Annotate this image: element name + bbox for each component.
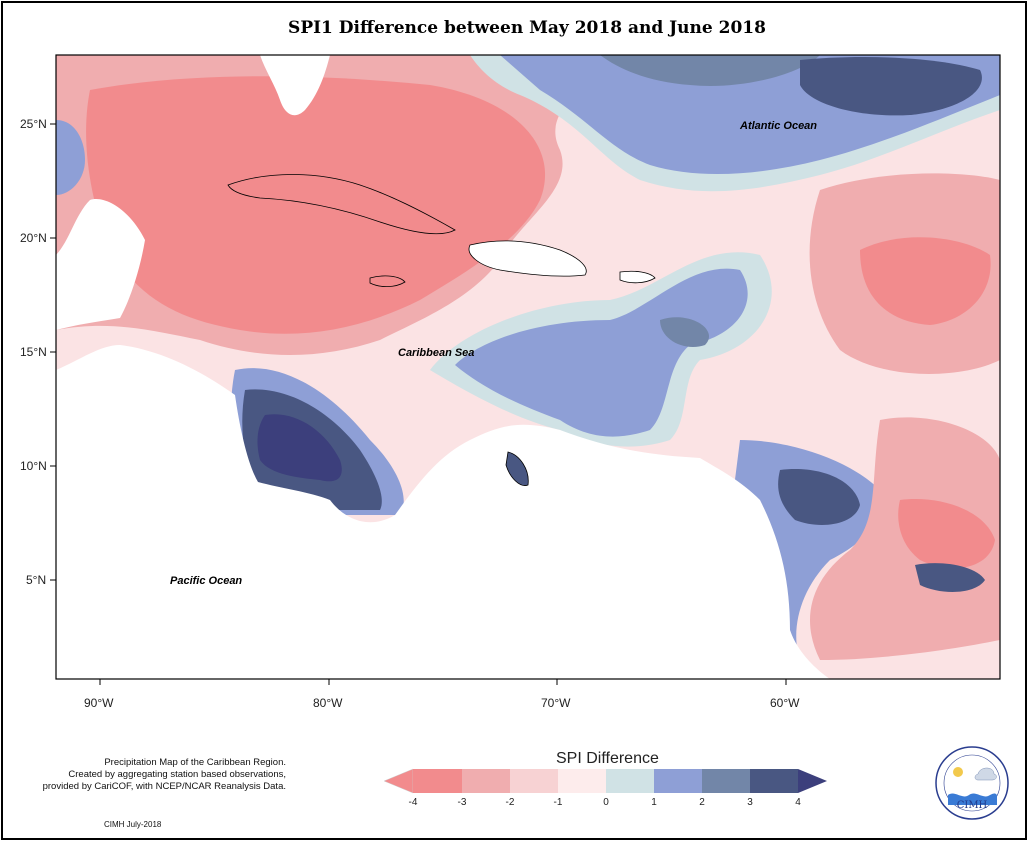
- lat-tick-label: 15°N: [20, 345, 47, 359]
- legend-tick-label: -2: [505, 797, 515, 808]
- legend-swatch: [702, 769, 750, 793]
- lon-tick-label: 60°W: [770, 696, 800, 710]
- zone-pos-atl-2: [600, 55, 820, 86]
- atlantic-ocean-label: Atlantic Ocean: [740, 120, 818, 132]
- lake-maracaibo: [505, 451, 529, 486]
- zone-pos-ca-4: [257, 414, 342, 482]
- legend-tick-label: 0: [603, 797, 609, 808]
- lat-tick-label: 25°N: [20, 117, 47, 131]
- zone-pos-gulf: [56, 120, 85, 195]
- south-america-central-america-land: [56, 255, 830, 679]
- puerto-rico-island: [619, 270, 656, 284]
- lon-tick-label: 90°W: [84, 696, 114, 710]
- legend-colorbar: [383, 768, 827, 794]
- spi-field: [56, 55, 1000, 679]
- zone-pos-car-1: [455, 268, 748, 437]
- lon-tick-label: 70°W: [541, 696, 571, 710]
- cloud-icon: [974, 767, 997, 781]
- legend-swatch: [654, 769, 702, 793]
- legend-tick-label: 2: [699, 797, 705, 808]
- source-note: Precipitation Map of the Caribbean Regio…: [6, 757, 286, 793]
- legend-swatch: [413, 769, 462, 793]
- axis-ticks: [50, 123, 787, 685]
- zone-pos-car-2: [660, 317, 709, 348]
- legend-swatch: [558, 769, 606, 793]
- lon-tick-label: 80°W: [313, 696, 343, 710]
- legend-tick-label: -4: [408, 797, 418, 808]
- legend-swatch: [462, 769, 510, 793]
- legend-tick-label: 4: [795, 797, 801, 808]
- zone-pos-se-3: [778, 469, 860, 525]
- credit-text: CIMH July-2018: [104, 820, 162, 829]
- pacific-ocean-label: Pacific Ocean: [170, 575, 243, 587]
- waves-icon: [948, 793, 997, 805]
- cuba-island: [227, 174, 456, 235]
- legend-tick-label: 3: [747, 797, 753, 808]
- jamaica-island: [369, 275, 406, 288]
- sun-icon: [953, 767, 963, 777]
- lat-tick-label: 20°N: [20, 231, 47, 245]
- legend-swatch: [510, 769, 558, 793]
- zone-neg-e-3: [860, 237, 991, 325]
- legend-arrow-right: [798, 769, 827, 793]
- map-title: SPI1 Difference between May 2018 and Jun…: [288, 18, 766, 38]
- legend-tick-label: 1: [651, 797, 657, 808]
- zone-pos-atl-3: [800, 57, 982, 116]
- source-note-line: Created by aggregating station based obs…: [68, 769, 286, 780]
- legend-swatch: [750, 769, 798, 793]
- zone-neg-se-3: [898, 499, 995, 569]
- legend-tick-label: -3: [457, 797, 467, 808]
- legend-title: SPI Difference: [556, 750, 659, 767]
- legend-tick-label: -1: [553, 797, 563, 808]
- source-note-line: provided by CariCOF, with NCEP/NCAR Rean…: [42, 781, 286, 792]
- lat-tick-label: 10°N: [20, 459, 47, 473]
- caribbean-sea-label: Caribbean Sea: [398, 347, 475, 359]
- source-note-line: Precipitation Map of the Caribbean Regio…: [104, 757, 286, 768]
- map-border: [55, 54, 1001, 680]
- hispaniola-island: [468, 240, 587, 277]
- lat-tick-label: 5°N: [26, 573, 47, 587]
- florida-land: [260, 55, 330, 116]
- legend-swatch: [606, 769, 654, 793]
- yucatan-land: [56, 199, 145, 330]
- cimh-logo: [935, 746, 1009, 820]
- zone-pos-se-small: [915, 563, 985, 592]
- legend-arrow-left: [383, 768, 414, 794]
- cimh-logo-text: CIMH: [956, 800, 988, 811]
